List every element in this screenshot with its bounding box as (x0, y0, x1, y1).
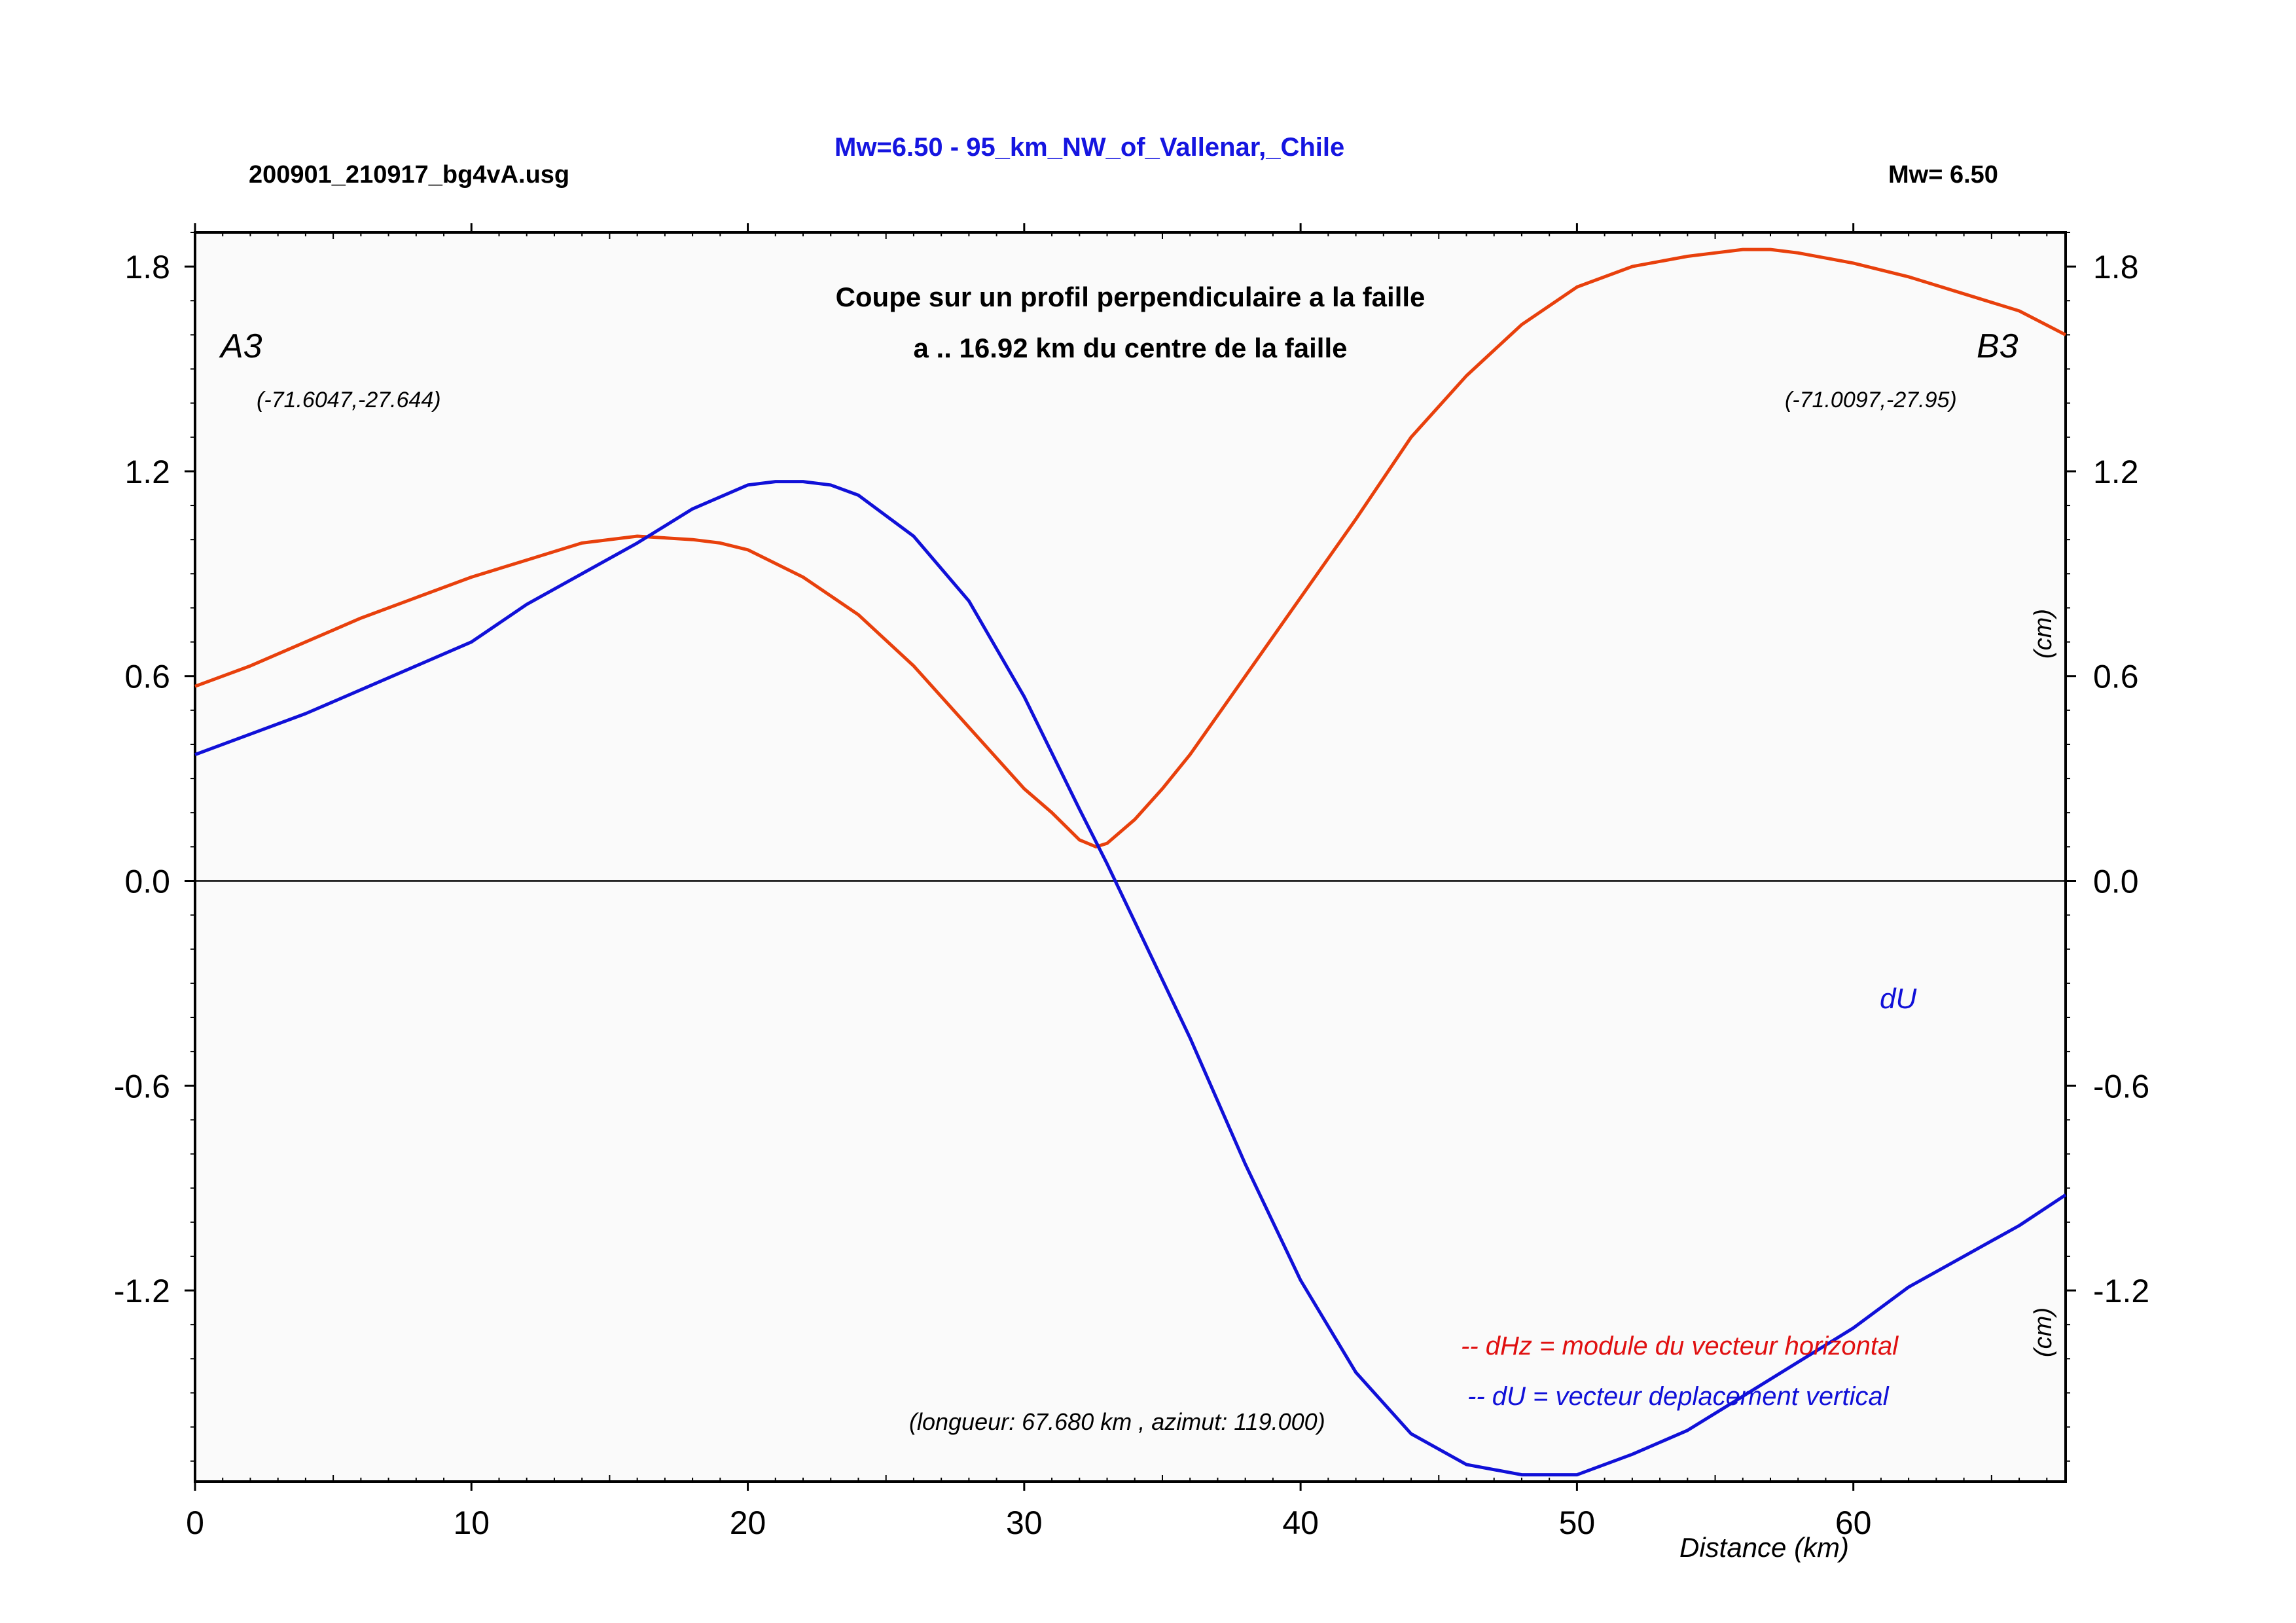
x-tick-label: 10 (453, 1504, 490, 1541)
y-tick-label-right: 1.8 (2093, 249, 2139, 285)
x-tick-label: 40 (1282, 1504, 1319, 1541)
x-tick-label: 30 (1006, 1504, 1043, 1541)
series-dHz-line (194, 247, 2067, 848)
left-ticks (185, 232, 195, 1462)
plot-area (194, 231, 2067, 1483)
legend-dHz: -- dHz = module du vecteur horizontal (1461, 1332, 1899, 1360)
y-unit-lower: (cm) (2030, 1307, 2057, 1357)
y-tick-label-left: 1.8 (124, 249, 170, 285)
magnitude-label: Mw= 6.50 (1888, 161, 1998, 189)
x-tick-label: 50 (1559, 1504, 1596, 1541)
y-tick-label-left: -1.2 (114, 1273, 170, 1309)
y-unit-upper: (cm) (2030, 609, 2057, 659)
chart-title-line2: a .. 16.92 km du centre de la faille (914, 333, 1348, 363)
profile-info: (longueur: 67.680 km , azimut: 119.000) (909, 1408, 1325, 1435)
y-tick-label-right: -0.6 (2093, 1068, 2149, 1104)
legend-dU: -- dU = vecteur deplacement vertical (1467, 1382, 1890, 1411)
top-ticks (194, 223, 2048, 239)
y-tick-label-left: -0.6 (114, 1068, 170, 1104)
series-dU-line (194, 480, 2067, 1477)
x-tick-label: 20 (730, 1504, 766, 1541)
y-tick-label-right: 0.0 (2093, 863, 2139, 900)
y-tick-label-left: 0.0 (124, 863, 170, 900)
x-axis-title: Distance (km) (1679, 1532, 1849, 1563)
file-name: 200901_210917_bg4vA.usg (249, 161, 569, 189)
dU-series-tag: dU (1880, 983, 1916, 1015)
right-ticks (2066, 232, 2076, 1462)
y-tick-label-left: 0.6 (124, 659, 170, 695)
event-title: Mw=6.50 - 95_km_NW_of_Vallenar,_Chile (834, 133, 1344, 162)
end-coords: (-71.0097,-27.95) (1785, 388, 1957, 412)
chart-title-line1: Coupe sur un profil perpendiculaire a la… (836, 282, 1426, 312)
y-tick-label-right: 1.2 (2093, 454, 2139, 490)
end-label: B3 (1977, 327, 2018, 365)
start-label: A3 (219, 327, 262, 365)
bottom-ticks (194, 1475, 2048, 1491)
y-tick-label-left: 1.2 (124, 454, 170, 490)
x-tick-label: 60 (1835, 1504, 1872, 1541)
y-tick-label-right: -1.2 (2093, 1273, 2149, 1309)
start-coords: (-71.6047,-27.644) (257, 388, 441, 412)
y-tick-label-right: 0.6 (2093, 659, 2139, 695)
x-tick-label: 0 (186, 1504, 204, 1541)
